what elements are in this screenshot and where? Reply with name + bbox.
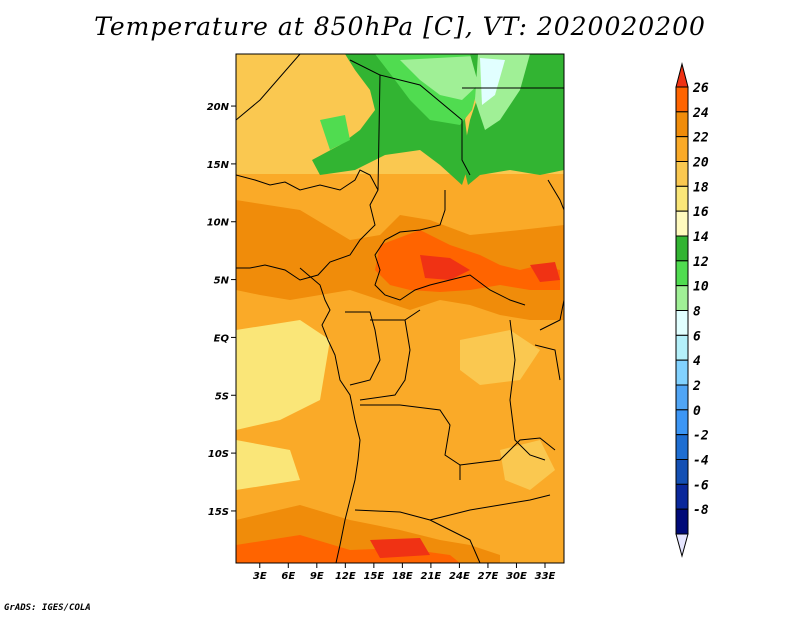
colorbar-swatch (675, 359, 689, 386)
colorbar-swatch (675, 161, 689, 187)
colorbar-swatch (675, 508, 689, 535)
lat-label: 5N (214, 276, 230, 287)
colorbar-label: 22 (692, 131, 709, 146)
lon-label: 18E (392, 571, 413, 582)
latitude-axis: 20N 15N 10N 5N EQ 5S 10S 15S (207, 102, 236, 518)
lat-label: 5S (215, 391, 229, 402)
colorbar-swatch (675, 434, 689, 460)
colorbar-swatch (675, 185, 689, 212)
colorbar-swatch (675, 334, 689, 361)
colorbar-swatch (675, 260, 689, 287)
lon-label: 33E (535, 571, 556, 582)
lon-label: 24E (449, 571, 470, 582)
colorbar-label: -6 (693, 478, 709, 493)
lon-label: 27E (478, 571, 499, 582)
lat-label: 10S (208, 449, 229, 460)
colorbar-swatch (675, 136, 689, 163)
colorbar-label: 12 (693, 255, 709, 270)
colorbar-swatch (675, 310, 689, 336)
colorbar-swatch (675, 86, 689, 113)
colorbar-label: -8 (693, 503, 709, 518)
colorbar-swatch (675, 235, 689, 262)
grads-credit: GrADS: IGES/COLA (4, 603, 91, 613)
lon-label: 15E (363, 571, 384, 582)
colorbar-label: 0 (693, 404, 701, 419)
longitude-axis: 3E 6E 9E 12E 15E 18E 21E 24E 27E 30E 33E (253, 563, 556, 582)
colorbar-swatch (675, 459, 689, 485)
lon-label: 3E (253, 571, 267, 582)
colorbar-label: -2 (693, 429, 709, 444)
temperature-field (236, 54, 564, 563)
colorbar-label: 16 (693, 205, 709, 220)
lon-label: 6E (281, 571, 295, 582)
colorbar-swatch (675, 285, 689, 311)
lon-label: 12E (335, 571, 356, 582)
lat-label: 15N (207, 160, 230, 171)
colorbar-swatch (675, 210, 689, 237)
lon-label: 30E (506, 571, 527, 582)
colorbar-swatch (675, 483, 689, 510)
lat-label: EQ (214, 333, 230, 344)
colorbar-label: -4 (693, 454, 709, 469)
colorbar-label: 4 (693, 354, 701, 369)
colorbar-top-arrow (675, 62, 689, 88)
lat-label: 15S (208, 507, 229, 518)
colorbar-label: 2 (692, 379, 701, 394)
lat-label: 20N (207, 102, 230, 113)
colorbar-swatch (675, 409, 689, 436)
colorbar-swatch (675, 384, 689, 411)
country-borders (236, 54, 564, 563)
colorbar-label: 24 (692, 106, 709, 121)
colorbar-label: 10 (693, 280, 709, 295)
lat-label: 10N (207, 218, 230, 229)
colorbar-label: 6 (693, 329, 701, 344)
map-frame (235, 53, 565, 564)
map-title: Temperature at 850hPa [C], VT: 202002020… (94, 12, 706, 41)
colorbar-label: 26 (692, 81, 709, 96)
colorbar-label: 8 (693, 305, 701, 320)
colorbar-label: 18 (693, 180, 709, 195)
colorbar-bottom-arrow (675, 533, 689, 558)
lon-label: 9E (310, 571, 324, 582)
colorbar-label: 20 (692, 156, 709, 171)
colorbar-label: 14 (693, 230, 709, 245)
colorbar-swatch (675, 111, 689, 138)
lon-label: 21E (421, 571, 442, 582)
